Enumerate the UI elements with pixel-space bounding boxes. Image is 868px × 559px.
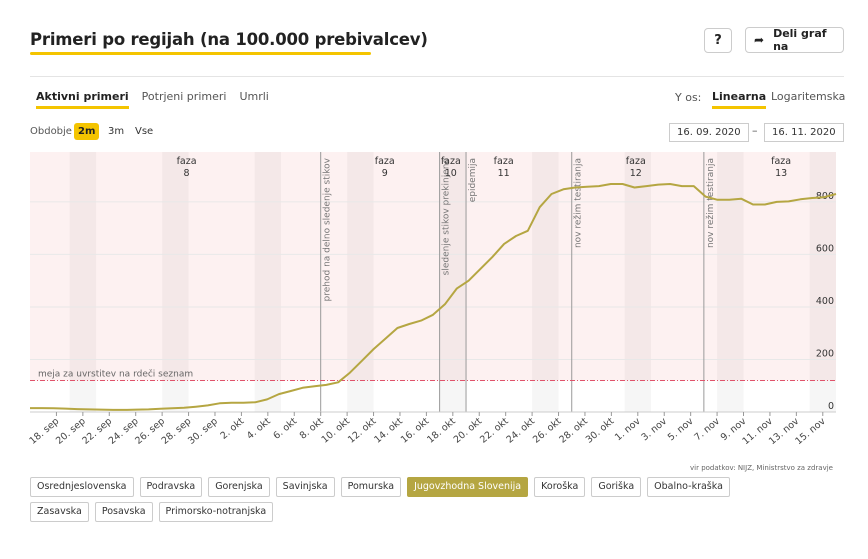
region-button-podravska[interactable]: Podravska <box>139 477 203 497</box>
region-button-savinjska[interactable]: Savinjska <box>275 477 335 497</box>
x-tick-label: 14. okt <box>372 416 405 446</box>
region-button-goriska[interactable]: Goriška <box>591 477 642 497</box>
x-tick-label: 26. okt <box>531 416 564 446</box>
header-divider <box>30 76 844 77</box>
tab-deaths[interactable]: Umrli <box>239 90 269 103</box>
x-tick-label: 20. okt <box>452 416 485 446</box>
phase-label: faza <box>626 156 646 167</box>
tab-active-cases[interactable]: Aktivni primeri <box>36 90 129 109</box>
region-button-primorsko-notranjska[interactable]: Primorsko-notranjska <box>158 502 274 522</box>
y-tick-label: 400 <box>816 296 834 307</box>
region-button-pomurska[interactable]: Pomurska <box>340 477 402 497</box>
region-button-obalno-kraska[interactable]: Obalno-kraška <box>647 477 730 497</box>
date-to-input[interactable]: 16. 11. 2020 <box>764 123 844 142</box>
share-button-label: Deli graf na <box>773 27 827 53</box>
phase-label: faza <box>375 156 395 167</box>
date-range-separator: – <box>752 124 758 137</box>
title-underline <box>30 52 371 55</box>
x-tick-label: 4. okt <box>245 416 273 442</box>
x-tick-label: 16. okt <box>399 416 432 446</box>
threshold-label: meja za uvrstitev na rdeči seznam <box>38 368 193 379</box>
region-button-zasavska[interactable]: Zasavska <box>30 502 89 522</box>
phase-number: 13 <box>775 168 787 179</box>
phase-number: 8 <box>184 168 190 179</box>
x-tick-label: 30. okt <box>584 416 617 446</box>
x-tick-label: 7. nov <box>692 416 722 444</box>
period-3m-button[interactable]: 3m <box>108 126 125 137</box>
phase-label: faza <box>177 156 197 167</box>
weekend-band <box>717 152 743 412</box>
period-all-button[interactable]: Vse <box>135 126 154 137</box>
help-button[interactable]: ? <box>704 28 732 53</box>
period-label: Obdobje <box>30 126 72 137</box>
phase-number: 12 <box>630 168 642 179</box>
x-tick-label: 30. sep <box>186 416 220 447</box>
region-button-posavska[interactable]: Posavska <box>94 502 153 522</box>
x-tick-label: 28. okt <box>557 416 590 446</box>
y-axis-log-option[interactable]: Logaritemska <box>771 90 846 103</box>
x-tick-label: 3. nov <box>639 416 669 444</box>
x-tick-label: 2. okt <box>218 416 246 442</box>
series-line <box>30 183 837 411</box>
x-tick-label: 15. nov <box>793 416 828 448</box>
tab-confirmed-cases[interactable]: Potrjeni primeri <box>141 90 227 103</box>
region-button-osrednjeslovenska[interactable]: Osrednjeslovenska <box>30 477 134 497</box>
phase-number: 11 <box>498 168 510 179</box>
phase-label: faza <box>771 156 791 167</box>
date-from-input[interactable]: 16. 09. 2020 <box>669 123 749 142</box>
y-tick-label: 0 <box>828 401 834 412</box>
event-label: epidemija <box>468 158 478 202</box>
y-axis-linear-option[interactable]: Linearna <box>712 90 767 109</box>
event-label: sledenje stikov prekinjeno <box>442 158 452 276</box>
event-label: nov režim testiranja <box>706 158 716 248</box>
x-tick-label: 18. okt <box>425 416 458 446</box>
share-arrow-icon: ➦ <box>754 33 765 47</box>
weekend-band <box>532 152 558 412</box>
x-tick-label: 6. okt <box>271 416 299 442</box>
x-tick-label: 24. okt <box>505 416 538 446</box>
weekend-band <box>625 152 651 412</box>
x-tick-label: 12. okt <box>346 416 379 446</box>
region-selector: Osrednjeslovenska Podravska Gorenjska Sa… <box>30 477 790 527</box>
period-2m-button[interactable]: 2m <box>74 123 100 140</box>
x-tick-label: 1. nov <box>613 416 643 444</box>
phase-number: 9 <box>382 168 388 179</box>
share-button[interactable]: ➦ Deli graf na <box>745 27 844 53</box>
region-button-gorenjska[interactable]: Gorenjska <box>208 477 270 497</box>
phase-label: faza <box>494 156 514 167</box>
metric-tabs: Aktivni primeri Potrjeni primeri Umrli <box>36 90 282 109</box>
red-zone-background <box>30 152 836 381</box>
page-title: Primeri po regijah (na 100.000 prebivalc… <box>30 30 428 49</box>
event-label: prehod na delno sledenje stikov <box>323 157 333 301</box>
y-tick-label: 600 <box>816 243 834 254</box>
region-button-jugovzhodna-slovenija[interactable]: Jugovzhodna Slovenija <box>407 477 529 497</box>
weekend-band <box>347 152 373 412</box>
x-tick-label: 10. okt <box>320 416 353 446</box>
region-button-koroska[interactable]: Koroška <box>534 477 586 497</box>
weekend-band <box>255 152 281 412</box>
phase-label: faza <box>441 156 461 167</box>
phase-number: 10 <box>445 168 457 179</box>
x-tick-label: 5. nov <box>666 416 696 444</box>
event-label: nov režim testiranja <box>574 158 584 248</box>
y-tick-label: 200 <box>816 348 834 359</box>
x-tick-label: 22. okt <box>478 416 511 446</box>
y-axis-toggle-label: Y os: <box>675 91 702 104</box>
source-note: vir podatkov: NIJZ, Ministrstvo za zdrav… <box>690 464 833 472</box>
